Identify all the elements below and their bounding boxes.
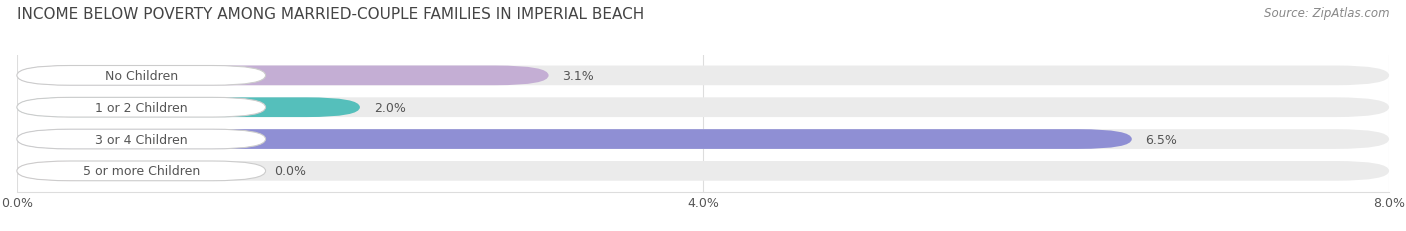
Text: 0.0%: 0.0%: [274, 165, 307, 178]
FancyBboxPatch shape: [17, 66, 548, 86]
FancyBboxPatch shape: [17, 130, 1132, 149]
FancyBboxPatch shape: [17, 98, 1389, 118]
FancyBboxPatch shape: [17, 130, 1389, 149]
Text: 3.1%: 3.1%: [562, 70, 595, 82]
FancyBboxPatch shape: [17, 66, 1389, 86]
Text: INCOME BELOW POVERTY AMONG MARRIED-COUPLE FAMILIES IN IMPERIAL BEACH: INCOME BELOW POVERTY AMONG MARRIED-COUPL…: [17, 7, 644, 22]
FancyBboxPatch shape: [17, 98, 360, 118]
Text: 5 or more Children: 5 or more Children: [83, 165, 200, 178]
FancyBboxPatch shape: [17, 130, 266, 149]
FancyBboxPatch shape: [17, 161, 1389, 181]
Text: Source: ZipAtlas.com: Source: ZipAtlas.com: [1264, 7, 1389, 20]
Text: No Children: No Children: [104, 70, 177, 82]
FancyBboxPatch shape: [17, 66, 266, 86]
Text: 1 or 2 Children: 1 or 2 Children: [96, 101, 187, 114]
FancyBboxPatch shape: [17, 161, 266, 181]
Text: 2.0%: 2.0%: [374, 101, 405, 114]
FancyBboxPatch shape: [17, 98, 266, 118]
FancyBboxPatch shape: [17, 161, 112, 181]
Text: 6.5%: 6.5%: [1146, 133, 1177, 146]
Text: 3 or 4 Children: 3 or 4 Children: [96, 133, 187, 146]
